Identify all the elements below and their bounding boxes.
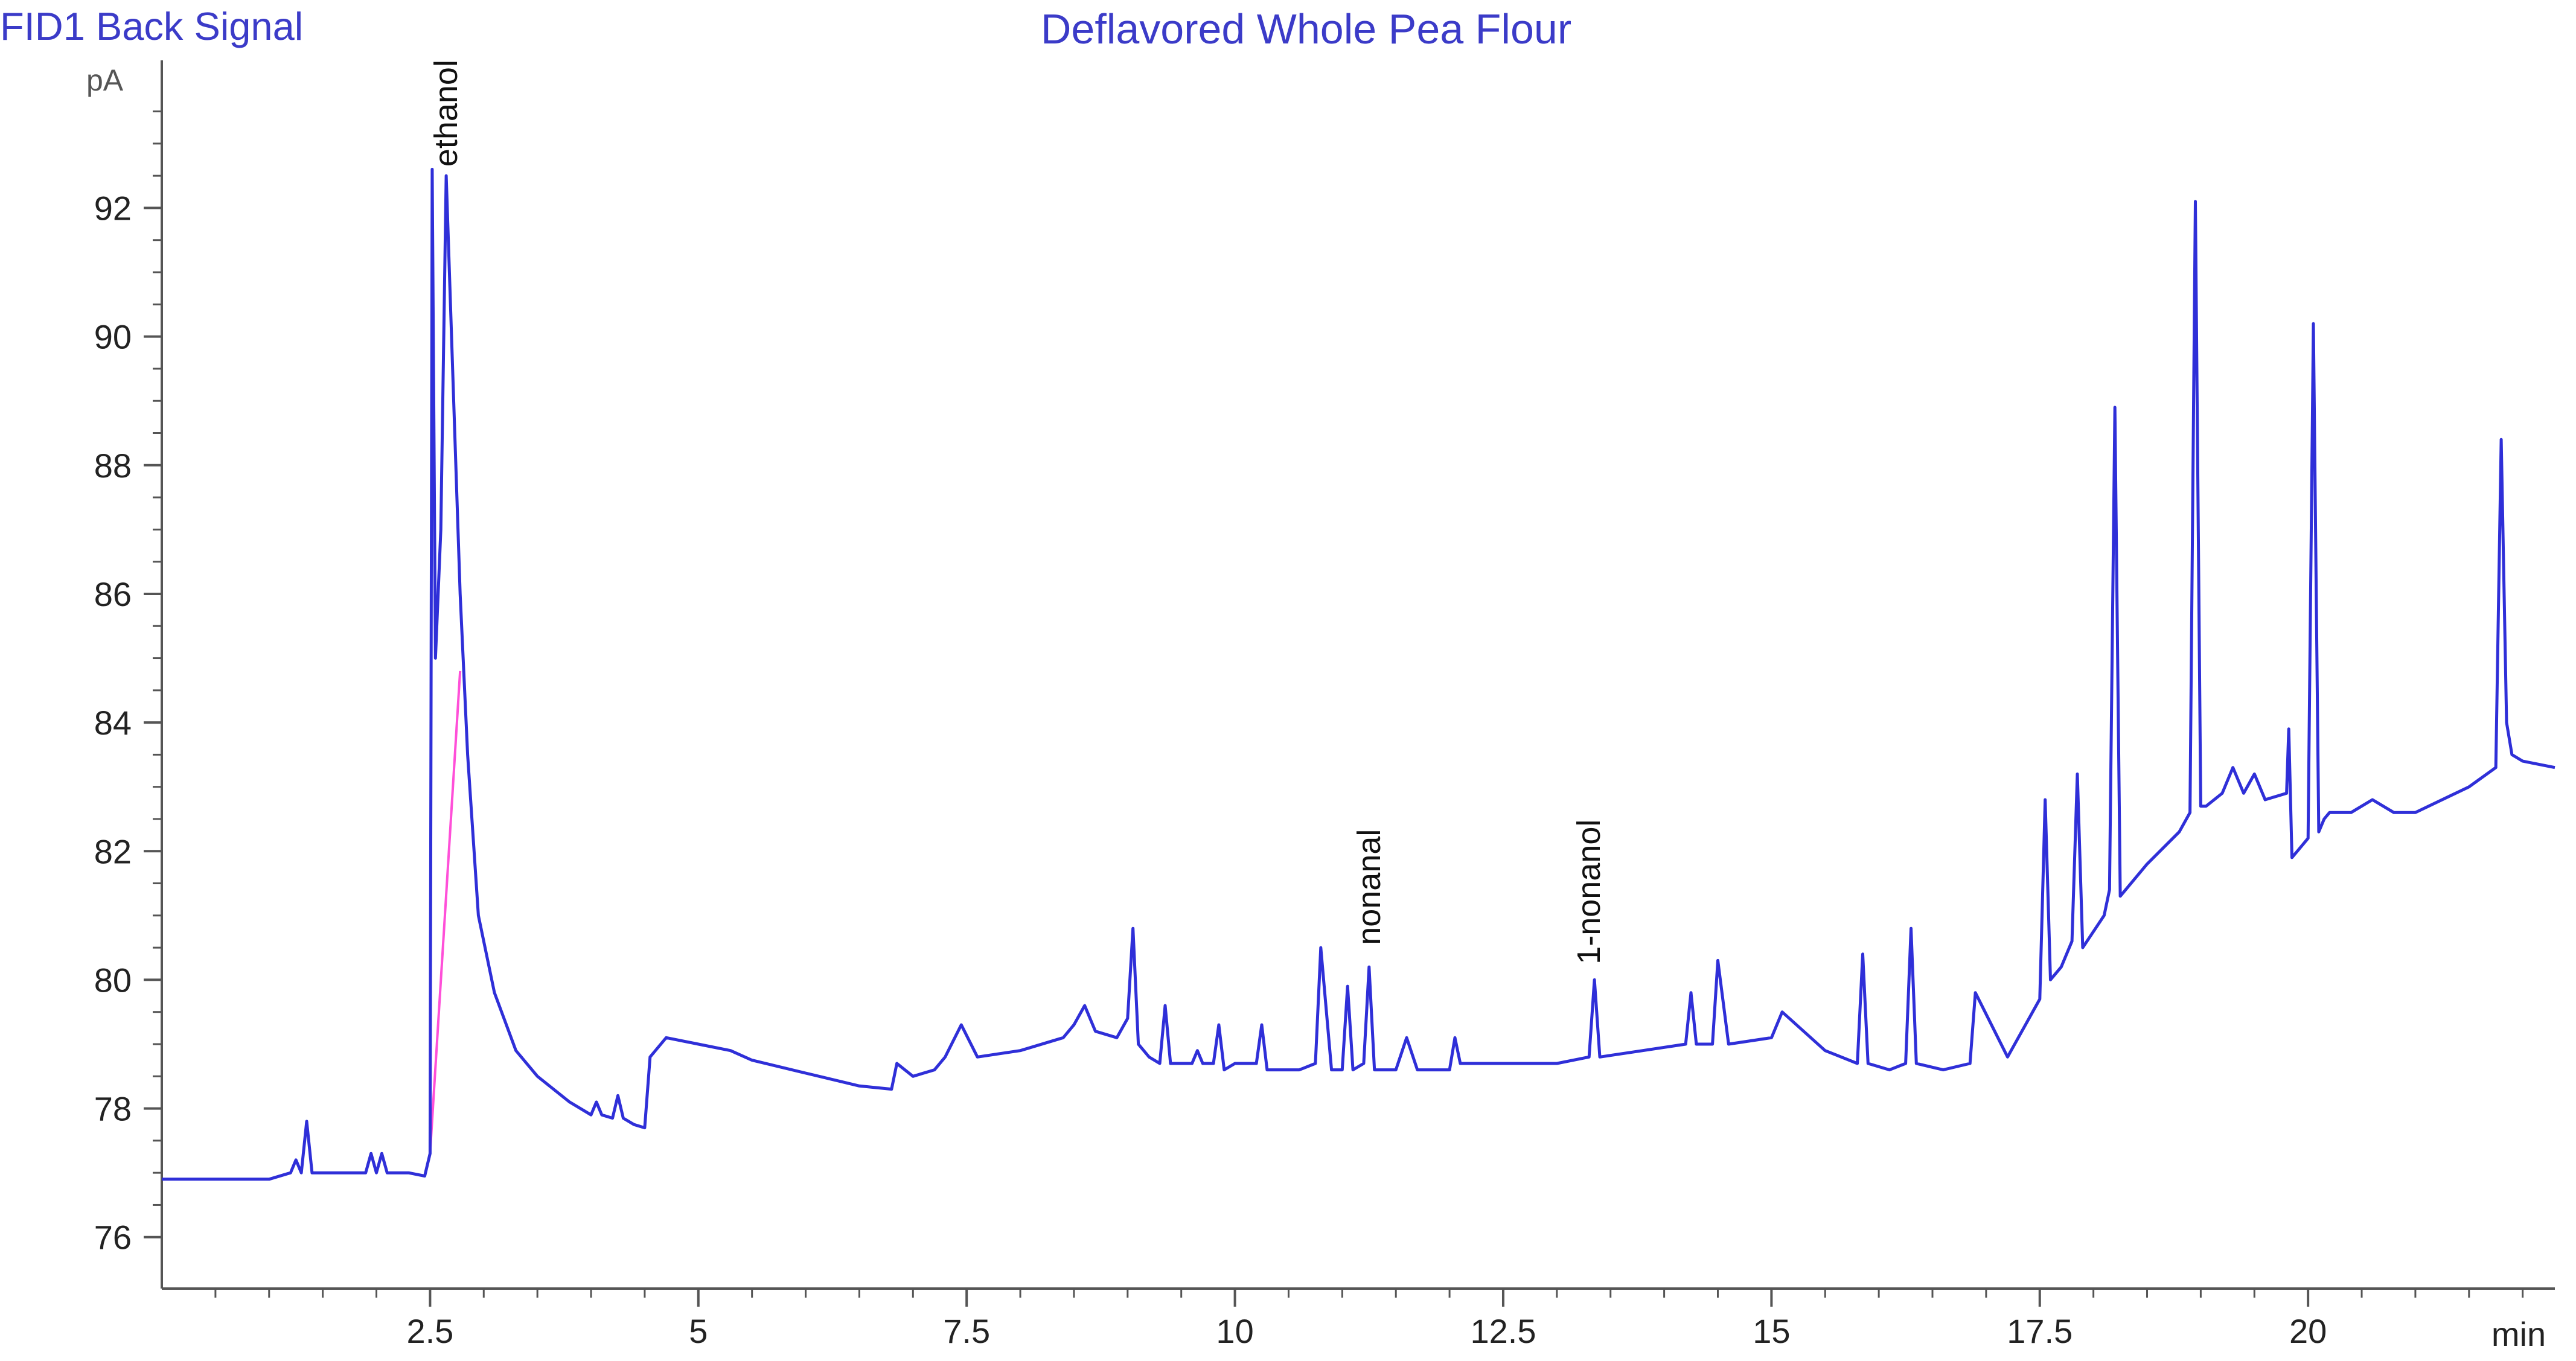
label-layer: ethanol nonanal 1-nonanol [428, 60, 1607, 964]
y-tick-label: 80 [94, 961, 132, 999]
y-axis-label: pA [86, 63, 124, 97]
peak-annotation: nonanal [1351, 829, 1387, 945]
baseline-layer [429, 671, 462, 1154]
y-tick-label: 84 [94, 704, 132, 742]
y-tick-label: 88 [94, 447, 132, 485]
signal-trace [162, 168, 2555, 1181]
y-tick-label: 82 [94, 832, 132, 870]
peak-annotation: 1-nonanol [1571, 820, 1607, 964]
ethanol-baseline [429, 671, 462, 1154]
x-tick-label: 5 [689, 1312, 708, 1350]
x-tick-label: 10 [1216, 1312, 1253, 1350]
y-tick-label: 76 [94, 1219, 132, 1257]
y-tick-label: 92 [94, 189, 132, 227]
x-tick-label: 2.5 [406, 1312, 453, 1350]
signal-label: FID1 Back Signal [0, 4, 304, 48]
y-tick-label: 78 [94, 1090, 132, 1128]
y-tick-label: 90 [94, 318, 132, 356]
axes-layer: 76 78 80 82 84 86 88 90 92 pA 2.5 5 7.5 10 12.5 15 17.5 2… [86, 60, 2555, 1353]
series-layer [162, 168, 2555, 1181]
x-tick-label: 20 [2289, 1312, 2327, 1350]
x-tick-label: 15 [1753, 1312, 1790, 1350]
x-tick-label: 12.5 [1470, 1312, 1536, 1350]
x-axis-label: min [2491, 1315, 2546, 1353]
peak-annotation: ethanol [428, 60, 464, 167]
y-tick-label: 86 [94, 575, 132, 613]
x-tick-label: 17.5 [2007, 1312, 2073, 1350]
x-tick-label: 7.5 [943, 1312, 990, 1350]
